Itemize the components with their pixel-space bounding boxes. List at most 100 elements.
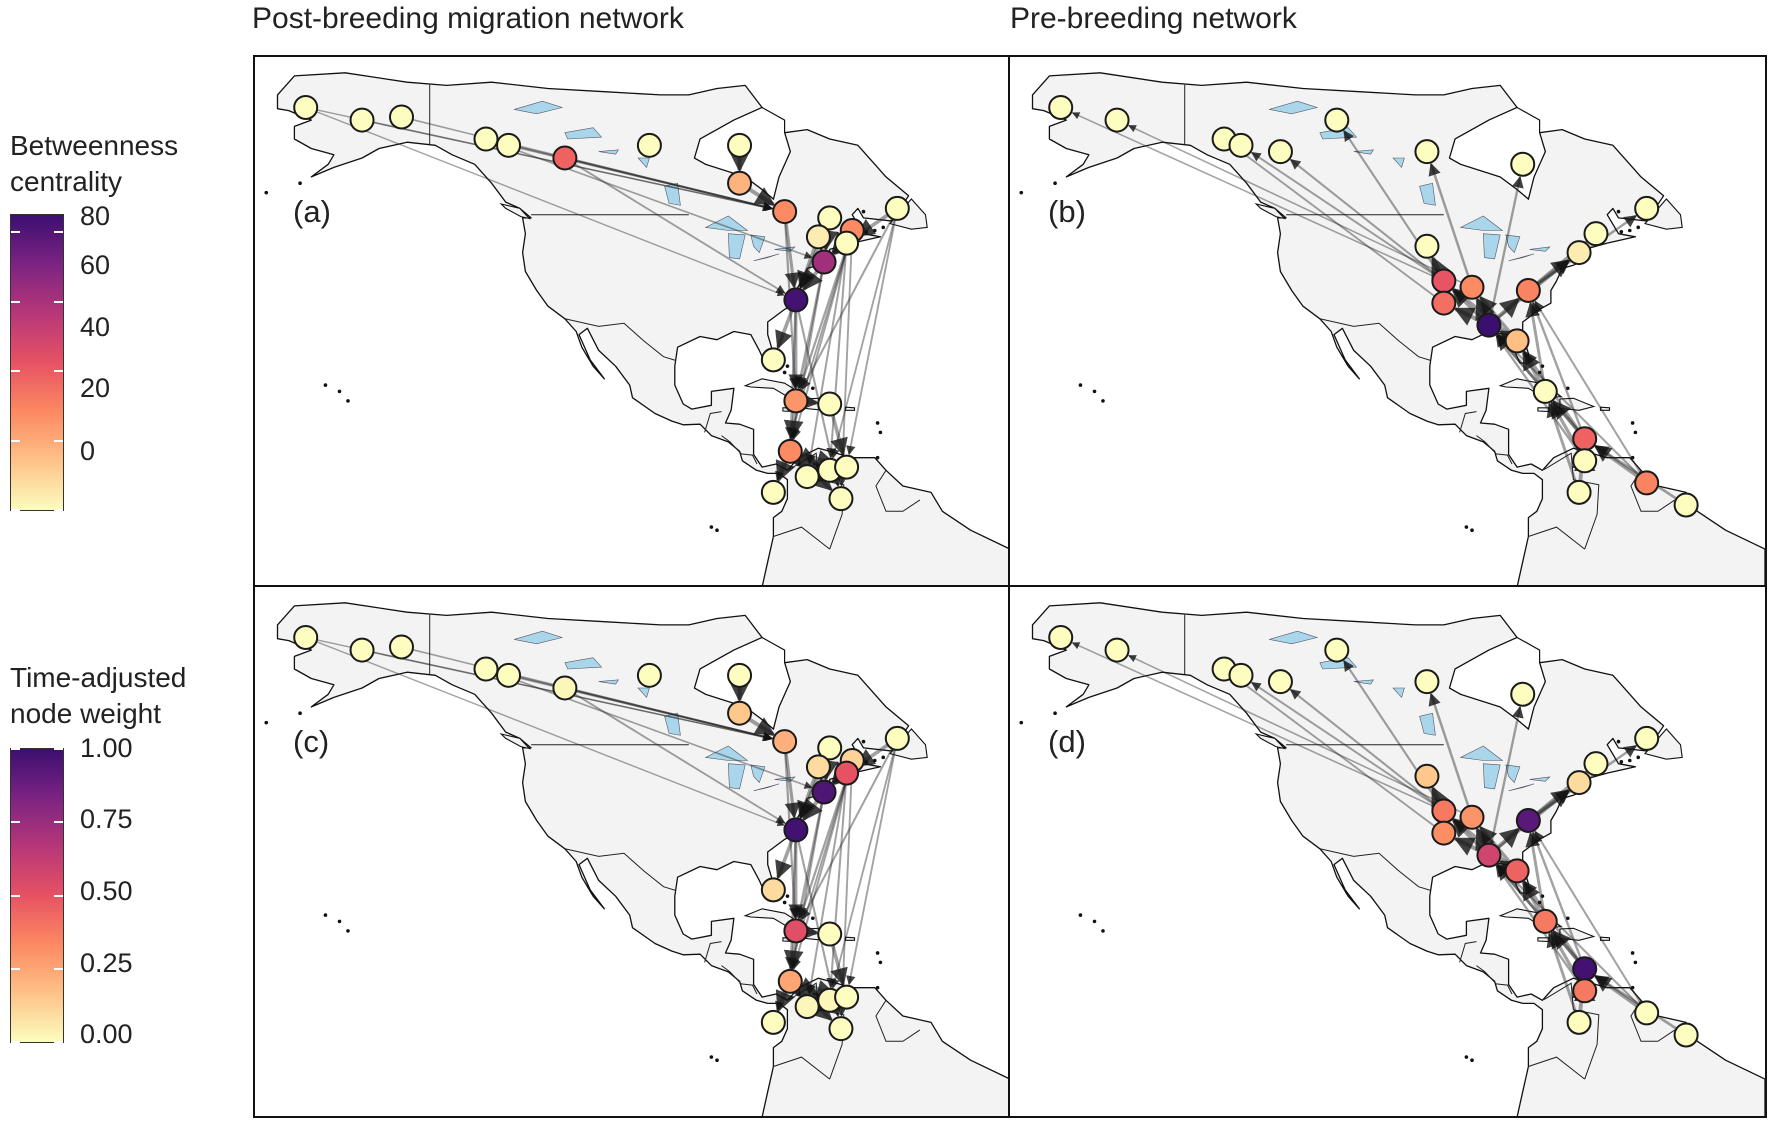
network-node [293,94,319,120]
lake [664,182,681,206]
network-node [1459,274,1485,300]
small-island [1616,209,1621,214]
country-border [773,1056,831,1080]
migration-edge [485,138,773,211]
network-node [1414,669,1440,695]
network-node [727,662,753,688]
basemap [264,602,1008,1116]
migration-edge [401,646,773,741]
migration-edge [1525,831,1547,922]
network-node [1104,637,1130,663]
small-island [715,528,719,533]
puerto-rico-island [844,406,856,411]
small-island [346,929,350,933]
small-island [1101,929,1105,933]
betweenness-tick-label: 80 [80,201,111,231]
migration-edge [564,687,786,824]
betweenness-legend-title-line1: Betweenness [10,130,179,161]
vancouver-island [1254,733,1287,750]
network-node [1566,240,1592,266]
migration-edge [305,636,785,827]
migration-edge [794,261,826,390]
network-node [783,918,809,944]
small-island [810,916,815,921]
vancouver-island [499,203,532,220]
colorbar-tick [11,894,63,897]
country-border [875,470,921,512]
lake [750,234,766,254]
small-island [1540,364,1545,368]
panel-label: (a) [293,194,331,229]
small-island [715,1058,719,1063]
migration-edge [801,737,899,921]
map-panel-d: (d) [1008,585,1767,1118]
migration-edge [1233,676,1445,834]
network-node [496,132,522,158]
lake [1459,745,1504,761]
network-node [1532,378,1558,404]
network-nodes [1048,94,1699,518]
network-node [1431,798,1457,824]
network-node [1583,751,1609,777]
migration-edge [826,773,848,989]
network-node [772,729,798,755]
node-weight-tick-label: 0.75 [80,804,133,834]
migration-edge [1289,158,1445,282]
network-node [1572,448,1598,474]
lake [1269,100,1319,115]
network-node [794,464,820,490]
migration-edge [797,760,854,920]
small-island [1627,758,1632,763]
network-node [1566,1009,1592,1035]
basemap [1019,72,1765,585]
network-node [1515,807,1541,833]
network-node [811,249,837,275]
network-node [473,656,499,682]
network-node [1566,770,1592,796]
migration-edge [1251,681,1445,812]
lake [564,127,603,140]
network-node [783,287,809,313]
network-node [1104,107,1130,133]
network-nodes [293,624,910,1042]
north-america-landmass [1031,72,1765,585]
country-border [875,1000,921,1042]
network-node [1459,804,1485,830]
network-node [1414,233,1440,259]
migration-edge [830,738,899,989]
small-island [337,919,342,924]
migration-edge [1071,112,1445,282]
lake [1419,182,1436,206]
small-island [782,370,787,375]
lake [1392,157,1405,168]
network-node [777,968,803,994]
map-panel-a: (a) [253,55,1010,587]
migration-edge [775,230,854,481]
map-panel-b: (b) [1008,55,1767,587]
country-border [1459,411,1477,433]
migration-edge [564,686,773,742]
migration-edge [1251,151,1445,282]
migration-edge [1497,863,1648,1014]
migration-edge [1071,642,1445,812]
colorbar-tick [11,439,63,442]
migration-edge [1525,301,1547,392]
small-island [1540,894,1545,898]
network-node [1431,820,1457,846]
small-island [875,951,880,955]
betweenness-legend-title: Betweenness centrality [10,128,178,200]
migration-edge [1428,162,1474,288]
migration-edge [1534,830,1648,1014]
small-island [1092,389,1097,394]
migration-edge [785,829,798,970]
country-border [1528,526,1586,550]
small-island [1464,525,1469,529]
lake [774,246,796,252]
network-nodes [1048,624,1699,1048]
network-node [1414,139,1440,165]
lake [727,763,746,790]
small-island [1630,455,1635,460]
country-border [1319,848,1432,891]
lake [1482,233,1501,260]
small-island [346,399,350,403]
